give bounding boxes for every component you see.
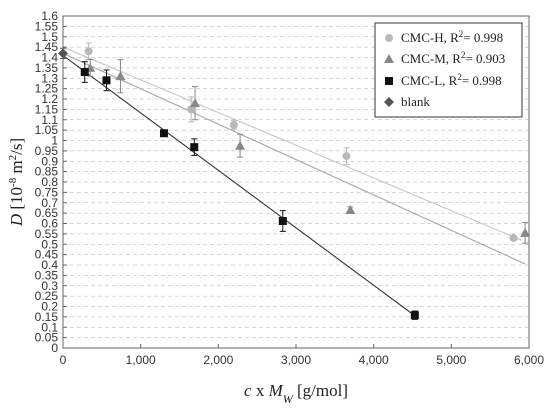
y-tick-label: 0.8 <box>41 175 58 189</box>
point-blank <box>58 48 68 59</box>
fit-lines <box>62 46 526 318</box>
y-tick-label: 0.95 <box>35 144 59 158</box>
legend-marker-cmc-h <box>385 34 393 42</box>
y-tick-label: 1.45 <box>35 40 59 54</box>
y-tick-label: 0.1 <box>41 320 58 334</box>
x-tick-label: 3,000 <box>281 353 311 367</box>
x-tick-label: 6,000 <box>514 353 544 367</box>
y-tick-label: 0.4 <box>41 258 58 272</box>
point-cmc-m <box>190 98 201 108</box>
y-tick-label: 1.6 <box>41 9 58 23</box>
y-axis-title: D [10-8 m2/s] <box>7 138 26 227</box>
y-tick-label: 0.25 <box>35 289 59 303</box>
point-cmc-h <box>84 47 93 56</box>
legend-label-cmc-h: CMC-H, R2= 0.998 <box>401 29 503 45</box>
x-axis-title: c x MW [g/mol] <box>244 381 348 406</box>
y-tick-label: 0.7 <box>41 196 58 210</box>
legend-label-blank: blank <box>401 94 430 109</box>
point-cmc-l <box>190 143 199 152</box>
y-tick-label: 1.05 <box>35 123 59 137</box>
legend-marker-cmc-l <box>385 77 393 85</box>
y-tick-label: 1.3 <box>41 71 58 85</box>
y-tick-label: 1.1 <box>41 113 58 127</box>
x-tick-label: 5,000 <box>436 353 466 367</box>
y-tick-label: 1.55 <box>35 19 59 33</box>
data-points <box>58 47 531 320</box>
legend-marker-blank <box>384 97 394 107</box>
x-tick-label: 2,000 <box>203 353 233 367</box>
point-cmc-h <box>229 120 238 129</box>
legend-entry-blank: blank <box>384 94 430 109</box>
x-tick-label: 1,000 <box>126 353 156 367</box>
fit-line-cmc-l <box>62 54 417 318</box>
y-tick-label: 0.5 <box>41 237 58 251</box>
point-cmc-m <box>115 71 126 81</box>
y-tick-label: 0.45 <box>35 248 59 262</box>
legend-entry-cmc-m: CMC-M, R2= 0.903 <box>384 50 505 66</box>
y-tick-label: 0.35 <box>35 268 59 282</box>
y-tick-label: 0.6 <box>41 217 58 231</box>
point-cmc-m <box>520 227 531 237</box>
y-tick-label: 0.9 <box>41 154 58 168</box>
y-tick-label: 1.2 <box>41 92 58 106</box>
y-tick-label: 1.35 <box>35 61 59 75</box>
x-tick-label: 0 <box>60 353 67 367</box>
y-tick-label: 0.75 <box>35 185 59 199</box>
y-tick-label: 1.5 <box>41 30 58 44</box>
point-cmc-l <box>410 311 419 320</box>
point-cmc-m <box>235 140 246 150</box>
point-cmc-m <box>345 205 356 215</box>
point-cmc-h <box>342 152 351 161</box>
point-cmc-l <box>278 217 287 226</box>
x-axis-ticks: 0 1,000 2,000 3,000 4,000 5,000 6,000 <box>60 344 544 367</box>
y-tick-label: 0.55 <box>35 227 59 241</box>
y-tick-label: 0.2 <box>41 300 58 314</box>
y-tick-label: 0.15 <box>35 310 59 324</box>
point-cmc-l <box>102 76 111 85</box>
y-tick-label: 0.85 <box>35 165 59 179</box>
y-tick-label: 1 <box>51 134 58 148</box>
y-tick-label: 0.3 <box>41 279 58 293</box>
y-tick-label: 1.25 <box>35 82 59 96</box>
x-tick-label: 4,000 <box>359 353 389 367</box>
y-tick-label: 0.65 <box>35 206 59 220</box>
legend: CMC-H, R2= 0.998 CMC-M, R2= 0.903 CMC-L,… <box>374 22 523 118</box>
y-tick-label: 0.05 <box>35 331 59 345</box>
point-cmc-h <box>509 234 518 243</box>
legend-label-cmc-l: CMC-L, R2= 0.998 <box>401 72 502 88</box>
legend-marker-cmc-m <box>384 54 394 63</box>
legend-box <box>374 22 523 118</box>
y-axis-ticks: 00.050.10.150.20.250.30.350.40.450.50.55… <box>35 9 67 355</box>
legend-entry-cmc-l: CMC-L, R2= 0.998 <box>385 72 502 88</box>
legend-entry-cmc-h: CMC-H, R2= 0.998 <box>385 29 503 45</box>
grid-lines <box>63 26 529 338</box>
fit-line-cmc-m <box>62 52 526 265</box>
y-tick-label: 1.4 <box>41 51 58 65</box>
point-cmc-l <box>80 68 89 77</box>
point-cmc-l <box>159 129 168 138</box>
fit-line-cmc-h <box>62 46 522 241</box>
point-cmc-h <box>187 105 196 114</box>
legend-label-cmc-m: CMC-M, R2= 0.903 <box>401 50 505 66</box>
y-tick-label: 0 <box>51 341 58 355</box>
y-tick-label: 1.15 <box>35 102 59 116</box>
